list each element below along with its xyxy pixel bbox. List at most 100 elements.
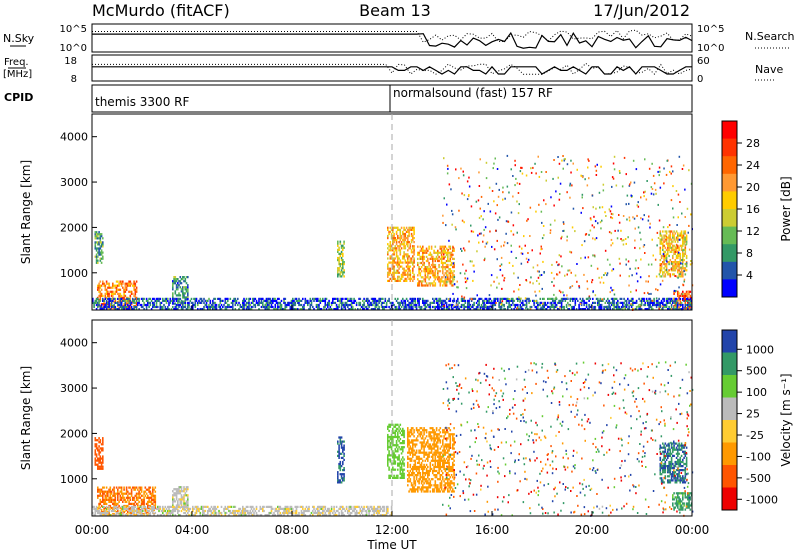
- power-cell: [187, 292, 189, 295]
- velocity-cell: [412, 451, 414, 454]
- power-cell: [400, 277, 403, 280]
- power-cell: [549, 302, 551, 305]
- power-cell: [243, 297, 245, 300]
- power-cell: [680, 236, 683, 239]
- power-cell: [489, 301, 492, 304]
- velocity-cell: [124, 492, 127, 495]
- power-cell: [378, 301, 380, 304]
- power-cell: [429, 266, 432, 269]
- power-cell: [427, 249, 429, 252]
- power-cell: [95, 301, 98, 304]
- power-cell: [586, 287, 589, 290]
- power-cell: [407, 230, 409, 233]
- velocity-cell: [417, 461, 419, 464]
- power-cell: [393, 259, 395, 262]
- power-cell: [472, 303, 474, 307]
- power-cell: [427, 272, 429, 275]
- velocity-cell: [103, 509, 105, 512]
- power-cell: [200, 308, 203, 311]
- velocity-cell: [172, 502, 174, 505]
- velocity-cell: [102, 498, 104, 501]
- power-cell: [683, 236, 685, 239]
- velocity-cell: [175, 492, 178, 495]
- power-cell: [500, 263, 503, 266]
- power-cell: [632, 216, 634, 219]
- power-cell: [404, 303, 407, 307]
- power-cell: [633, 217, 636, 220]
- power-cell: [455, 308, 458, 311]
- power-cell: [283, 308, 285, 311]
- power-cell: [410, 259, 413, 262]
- power-cell: [205, 303, 208, 307]
- power-cell: [550, 196, 552, 199]
- power-cell: [466, 180, 469, 183]
- power-cell: [387, 273, 389, 276]
- power-cell: [304, 299, 307, 302]
- power-cell: [504, 197, 506, 200]
- power-cell: [275, 299, 278, 302]
- power-cell: [103, 303, 105, 306]
- power-cell: [684, 252, 687, 255]
- power-cell: [155, 297, 158, 300]
- power-cell: [395, 279, 398, 282]
- power-cell: [443, 157, 445, 160]
- power-cell: [538, 290, 541, 293]
- velocity-cell: [147, 506, 149, 510]
- power-cell: [554, 301, 557, 304]
- power-cell: [539, 252, 541, 255]
- power-cell: [225, 305, 228, 309]
- power-cell: [99, 280, 102, 283]
- velocity-cell: [140, 486, 143, 489]
- power-cell: [665, 240, 668, 243]
- power-cell: [397, 277, 399, 280]
- velocity-cell: [144, 486, 147, 489]
- velocity-cell: [180, 488, 183, 491]
- power-cell: [488, 305, 490, 309]
- velocity-cell: [174, 488, 177, 491]
- velocity-cell: [109, 486, 112, 489]
- power-cell: [187, 290, 189, 293]
- power-cell: [657, 289, 659, 292]
- power-cell: [447, 266, 449, 269]
- power-cell: [669, 242, 672, 245]
- power-cell: [109, 305, 112, 308]
- power-cell: [557, 301, 559, 304]
- velocity-cell: [152, 490, 154, 493]
- velocity-cell: [412, 455, 414, 458]
- power-cell: [244, 299, 247, 302]
- power-cell: [219, 308, 222, 311]
- power-cell: [385, 305, 388, 309]
- power-cell: [672, 308, 674, 311]
- power-cell: [468, 305, 470, 309]
- power-cell: [627, 308, 629, 311]
- power-cell: [413, 273, 415, 276]
- station-title: McMurdo (fitACF): [92, 1, 230, 20]
- power-cell: [200, 297, 203, 300]
- power-cell: [487, 305, 489, 309]
- power-cell: [424, 299, 427, 302]
- power-cell: [358, 297, 360, 300]
- velocity-cell: [177, 502, 179, 505]
- power-cell: [442, 245, 444, 248]
- power-cell: [295, 297, 298, 300]
- power-cell: [595, 207, 597, 210]
- power-cell: [612, 177, 615, 180]
- velocity-cell: [98, 449, 100, 452]
- velocity-cell: [395, 427, 398, 430]
- power-cell: [417, 261, 419, 265]
- velocity-cell: [414, 443, 417, 446]
- power-cell: [120, 282, 123, 285]
- velocity-cell: [423, 447, 425, 450]
- power-cell: [558, 289, 561, 292]
- power-cell: [389, 257, 392, 260]
- power-cell: [543, 303, 545, 307]
- power-cell: [468, 303, 470, 307]
- power-cell: [342, 267, 344, 270]
- velocity-cell: [177, 508, 179, 511]
- velocity-cell: [407, 478, 409, 481]
- power-cell: [412, 267, 414, 270]
- velocity-cell: [407, 457, 409, 460]
- power-cell: [614, 297, 617, 300]
- velocity-cell: [130, 488, 133, 491]
- velocity-cell: [430, 447, 433, 450]
